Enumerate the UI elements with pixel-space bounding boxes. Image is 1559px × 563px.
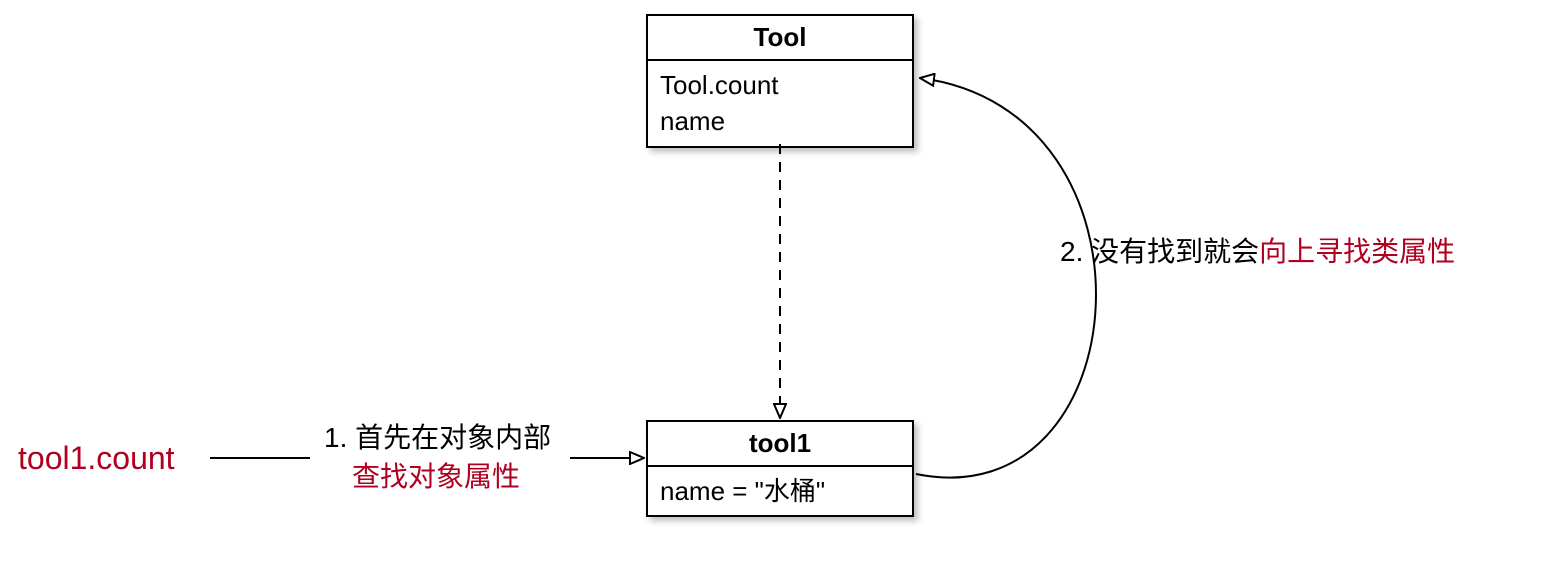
arrow-instance-to-class — [916, 78, 1096, 478]
step1-prefix: 1. 首先在对象内部 — [324, 422, 551, 453]
step2-prefix: 2. 没有找到就会 — [1060, 236, 1259, 267]
class-box-tool: Tool Tool.count name — [646, 14, 914, 148]
class-attr-name: name — [660, 103, 900, 139]
instance-title: tool1 — [648, 422, 912, 467]
step2-label: 2. 没有找到就会向上寻找类属性 — [1060, 230, 1455, 270]
instance-body: name = "水桶" — [648, 467, 912, 515]
step1-highlight: 查找对象属性 — [352, 461, 520, 492]
expression-text: tool1.count — [18, 440, 175, 477]
class-body: Tool.count name — [648, 61, 912, 146]
step1-label: 1. 首先在对象内部 查找对象属性 — [324, 418, 551, 496]
step2-highlight: 向上寻找类属性 — [1259, 236, 1455, 267]
instance-attr-name: name = "水桶" — [660, 473, 900, 509]
class-title: Tool — [648, 16, 912, 61]
instance-box-tool1: tool1 name = "水桶" — [646, 420, 914, 517]
class-attr-count: Tool.count — [660, 67, 900, 103]
